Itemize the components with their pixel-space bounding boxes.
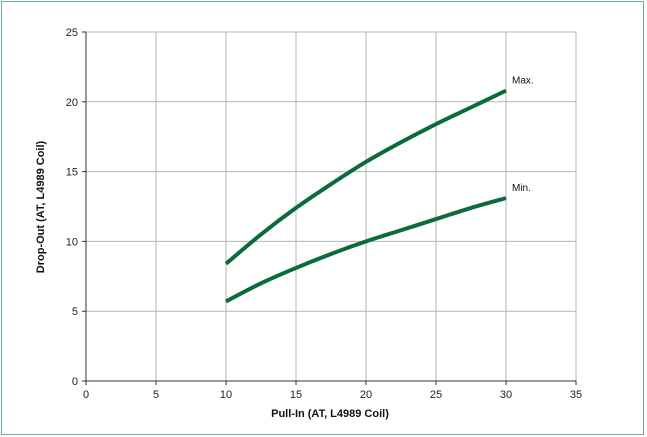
series-line-min: [225, 196, 507, 304]
x-tick-label: 15: [290, 389, 302, 401]
y-axis-title: Drop-Out (AT, L4989 Coil): [35, 140, 47, 273]
y-tick-label: 5: [72, 306, 78, 318]
series-label-min: Min.: [512, 183, 531, 194]
x-axis-title: Pull-In (AT, L4989 Coil): [271, 408, 389, 420]
x-tick-label: 35: [570, 389, 582, 401]
series-label-max: Max.: [512, 76, 534, 87]
x-tick-label: 25: [430, 389, 442, 401]
series-group: Max. Min.: [224, 76, 534, 304]
series-line-max: [224, 88, 507, 266]
y-tick-label: 20: [66, 97, 78, 109]
y-tick-label: 0: [72, 376, 78, 388]
y-tick-label: 15: [66, 167, 78, 179]
x-tick-label: 10: [220, 389, 232, 401]
tick-labels: 0 5 10 15 20 25 30 35 0 5 10 15 20 25: [66, 27, 582, 401]
y-tick-label: 10: [66, 236, 78, 248]
y-tick-label: 25: [66, 27, 78, 39]
x-tick-label: 5: [153, 389, 159, 401]
grid: [86, 31, 577, 381]
x-tick-label: 20: [360, 389, 372, 401]
axes: [82, 31, 577, 385]
x-tick-label: 0: [83, 389, 89, 401]
x-tick-label: 30: [500, 389, 512, 401]
